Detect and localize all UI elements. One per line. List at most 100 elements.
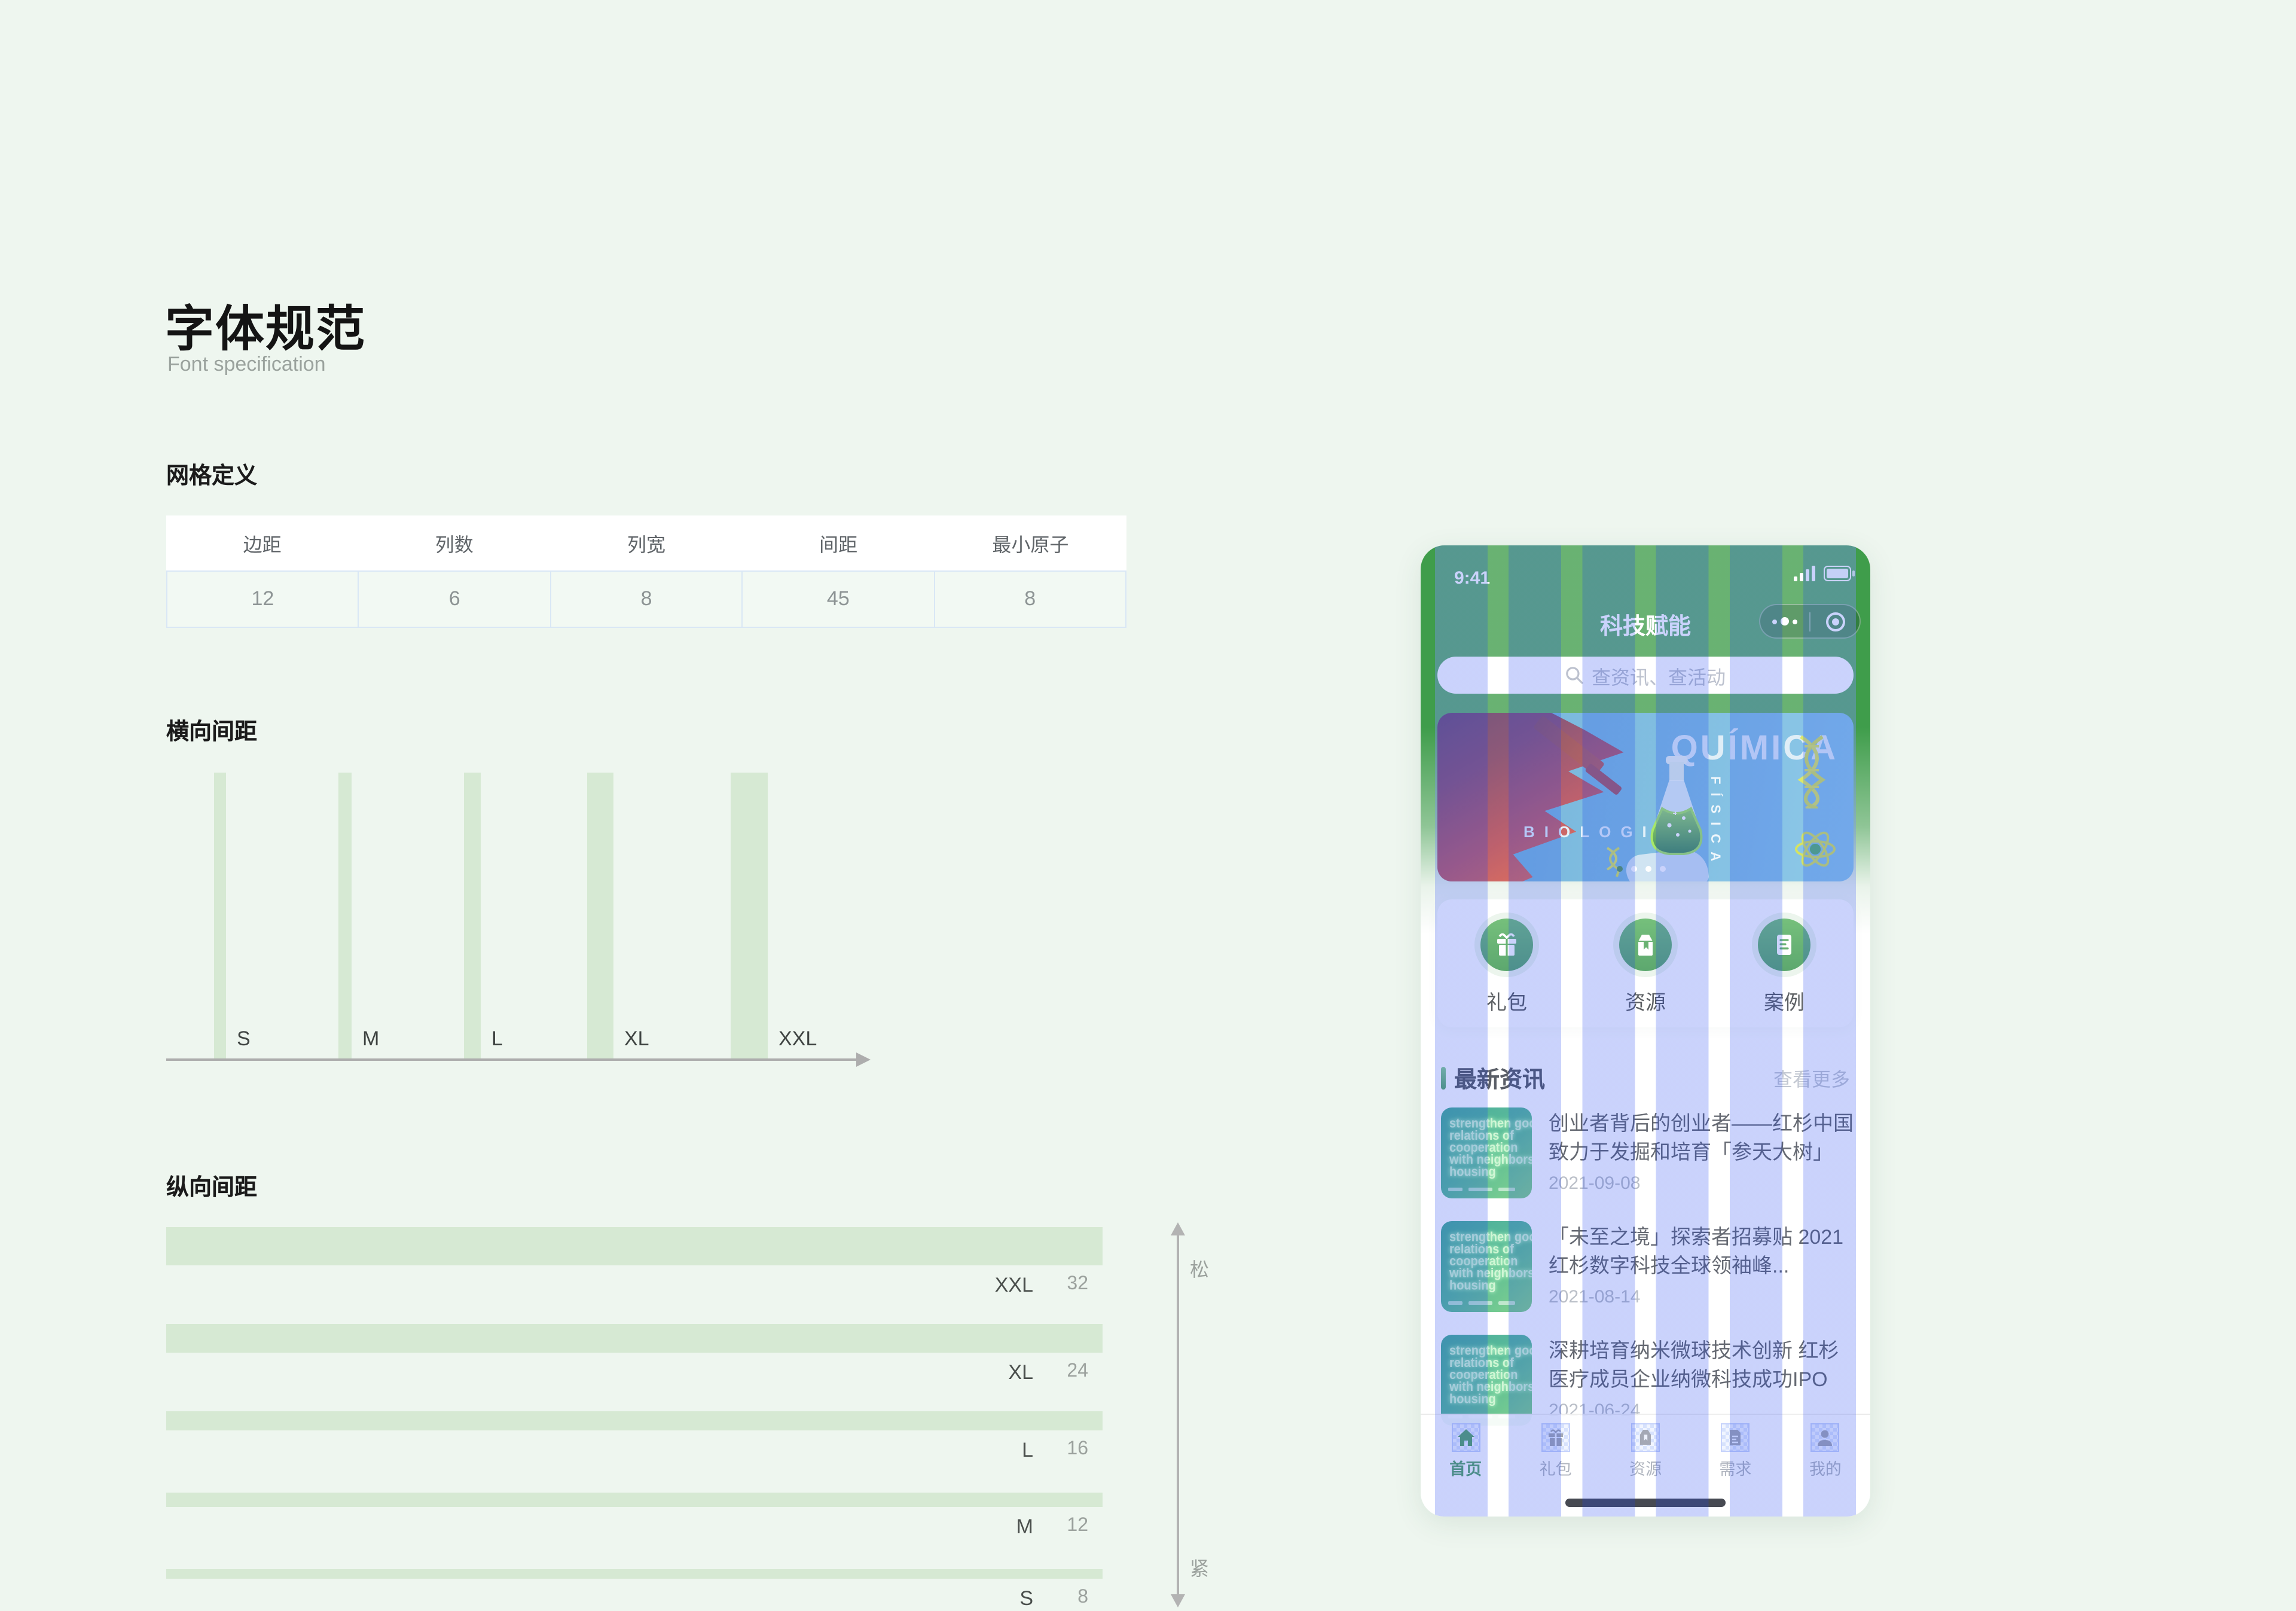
news-title: 深耕培育纳米微球技术创新 红杉医疗成员企业纳微科技成功IPO [1549, 1340, 1839, 1391]
thumb-art-text: relations of [1449, 1242, 1514, 1258]
banner-word-fisica: FÍSICA [1708, 776, 1722, 870]
vspacing-label-row: L 16 [166, 1439, 1103, 1462]
thumb-art-text: cooperation [1449, 1368, 1518, 1383]
thumb-art-text: housing [1449, 1392, 1496, 1408]
hspacing-label: XXL [778, 1027, 817, 1050]
view-more-link[interactable]: 查看更多 [1773, 1070, 1850, 1091]
hspacing-label: XL [624, 1027, 649, 1050]
page-subtitle: Font specification [167, 353, 326, 376]
page-title: 字体规范 [165, 301, 366, 356]
grid-col-header: 列宽 [627, 536, 665, 556]
arrow-down-icon [1171, 1594, 1185, 1607]
vspacing-bar-xl [166, 1324, 1103, 1353]
status-icons [1794, 566, 1855, 581]
tab-demand[interactable]: 需求 [1690, 1415, 1780, 1517]
news-thumbnail: strengthen good relations of cooperation… [1441, 1335, 1532, 1426]
home-icon [1451, 1423, 1480, 1452]
hspacing-bar-s [214, 773, 226, 1058]
news-item[interactable]: strengthen good relations of cooperation… [1441, 1107, 1854, 1198]
gift-icon [1541, 1423, 1570, 1452]
vspacing-value: 32 [1067, 1274, 1088, 1294]
more-dots-icon [1772, 617, 1797, 626]
quick-action-label: 案例 [1764, 991, 1805, 1014]
thumb-art-text: housing [1449, 1165, 1496, 1180]
news-item[interactable]: strengthen good relations of cooperation… [1441, 1221, 1854, 1312]
hspacing-label: S [237, 1027, 251, 1050]
thumb-art-text: relations of [1449, 1128, 1514, 1144]
miniprogram-capsule [1759, 604, 1861, 639]
tab-label: 首页 [1449, 1460, 1482, 1478]
target-circle-icon [1825, 612, 1845, 631]
search-bar[interactable]: 查资讯、查活动 [1437, 657, 1854, 694]
tab-label: 资源 [1629, 1460, 1662, 1478]
close-minimize-button[interactable] [1810, 605, 1860, 637]
carousel-dots[interactable] [1617, 866, 1666, 872]
tab-profile[interactable]: 我的 [1781, 1415, 1870, 1517]
resource-icon [1631, 1423, 1660, 1452]
grid-cell-minatom: 8 [933, 570, 1127, 628]
tab-resource[interactable]: 资源 [1601, 1415, 1690, 1517]
news-heading: 最新资讯 [1454, 1067, 1546, 1093]
tab-home[interactable]: 首页 [1421, 1415, 1510, 1517]
banner-crystal-illustration [1437, 713, 1624, 881]
dot[interactable] [1660, 866, 1666, 872]
horizontal-spacing-chart: S M L XL XXL [166, 765, 908, 1067]
search-icon [1566, 667, 1583, 684]
thumb-art-text: relations of [1449, 1356, 1514, 1371]
section-vspacing-heading: 纵向间距 [166, 1176, 258, 1201]
news-title: 「未至之境」探索者招募贴 2021红杉数字科技全球领袖峰... [1549, 1226, 1844, 1277]
grid-col-header: 间距 [819, 536, 858, 556]
quick-action-resource[interactable]: 资源 [1595, 912, 1696, 1015]
vspacing-label-row: XXL 32 [166, 1274, 1103, 1296]
quick-action-label: 资源 [1625, 991, 1666, 1014]
icon-halo [1752, 912, 1816, 977]
tab-gift[interactable]: 礼包 [1510, 1415, 1600, 1517]
document-icon [1721, 1423, 1750, 1452]
search-placeholder: 查资讯、查活动 [1591, 668, 1726, 688]
vspacing-size: XXL [994, 1274, 1033, 1296]
tab-bar: 首页 礼包 资源 [1421, 1414, 1870, 1517]
dot-active[interactable] [1617, 866, 1623, 872]
grid-cell-gutter: 45 [741, 570, 935, 628]
thumb-art-text: strengthen good [1449, 1344, 1532, 1359]
dot[interactable] [1645, 866, 1651, 872]
vspacing-value: 8 [1077, 1587, 1088, 1607]
thumb-art-text: strengthen good [1449, 1116, 1532, 1132]
news-item[interactable]: strengthen good relations of cooperation… [1441, 1335, 1854, 1426]
quick-action-case[interactable]: 案例 [1734, 912, 1834, 1015]
gift-icon [1480, 918, 1533, 971]
thumb-art-text: with neighbors [1449, 1153, 1532, 1168]
news-section-header: 最新资讯 查看更多 [1441, 1063, 1850, 1093]
grid-col-header: 边距 [243, 536, 282, 556]
thumb-art-text: housing [1449, 1279, 1496, 1294]
grid-table-header-row: 边距 列数 列宽 间距 最小原子 [166, 515, 1126, 570]
vertical-spacing-chart: XXL 32 XL 24 L 16 M 12 S 8 [166, 1227, 1103, 1610]
news-thumbnail: strengthen good relations of cooperation… [1441, 1107, 1532, 1198]
thumb-footer-marks [1448, 1301, 1515, 1305]
dna-icon [1797, 735, 1826, 808]
phone-mockup: 9:41 科技赋能 [1421, 545, 1870, 1517]
thumb-footer-marks [1448, 1188, 1515, 1191]
thumb-art-text: cooperation [1449, 1141, 1518, 1156]
thumb-art-text: with neighbors [1449, 1267, 1532, 1282]
quick-actions-card: 礼包 资源 [1437, 899, 1854, 1027]
tab-label: 我的 [1809, 1460, 1842, 1478]
arrow-up-icon [1171, 1222, 1185, 1235]
scale-loose-label: 松 [1190, 1261, 1210, 1281]
news-thumbnail: strengthen good relations of cooperation… [1441, 1221, 1532, 1312]
vspacing-bar-s [166, 1569, 1103, 1579]
news-date: 2021-09-08 [1549, 1173, 1641, 1194]
grid-col-header: 列数 [435, 536, 474, 556]
thumb-art-text: strengthen good [1449, 1230, 1532, 1246]
hspacing-label: M [362, 1027, 380, 1050]
dot[interactable] [1631, 866, 1637, 872]
home-indicator[interactable] [1565, 1499, 1726, 1507]
thumb-art-text: cooperation [1449, 1255, 1518, 1270]
tab-label: 礼包 [1539, 1460, 1572, 1478]
quick-action-gift[interactable]: 礼包 [1457, 912, 1557, 1015]
hero-banner[interactable]: QUÍMICA FÍSICA BIOLOGIA [1437, 713, 1854, 881]
vspacing-label-row: XL 24 [166, 1361, 1103, 1384]
more-button[interactable] [1760, 605, 1809, 637]
vspacing-size: L [1022, 1439, 1033, 1462]
